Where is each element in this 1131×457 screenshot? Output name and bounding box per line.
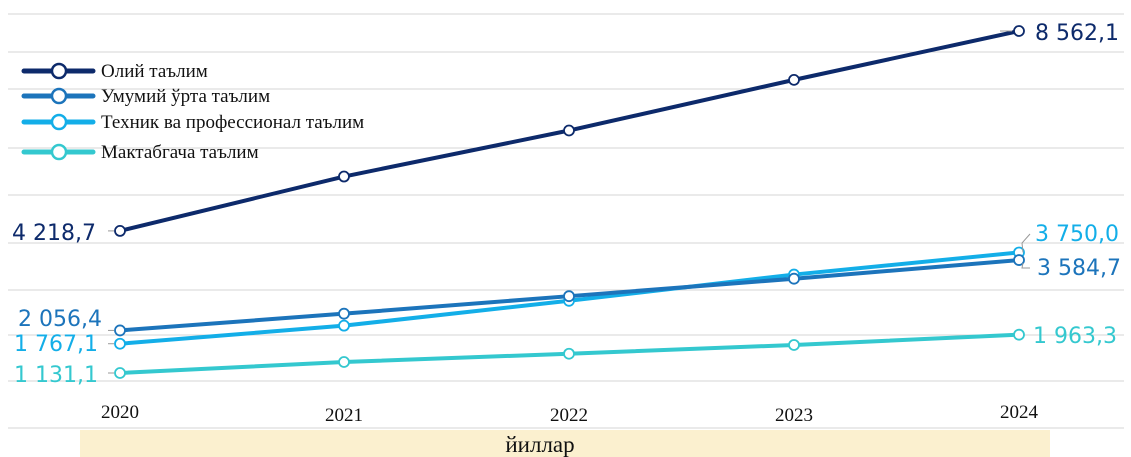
data-label-last: 1 963,3 bbox=[1033, 324, 1117, 349]
x-axis-title: йиллар bbox=[505, 432, 574, 457]
data-point bbox=[1013, 25, 1025, 37]
legend-swatch-marker bbox=[50, 87, 68, 105]
data-point bbox=[114, 324, 126, 337]
legend-label: Мактабгача таълим bbox=[101, 142, 259, 163]
data-point bbox=[788, 272, 800, 285]
legend-swatch-marker bbox=[50, 62, 68, 80]
leader-line bbox=[1021, 262, 1030, 269]
data-point bbox=[338, 356, 350, 368]
x-axis-title-band bbox=[80, 430, 1050, 457]
x-tick-label: 2020 bbox=[101, 402, 139, 423]
data-label-first: 1 767,1 bbox=[14, 332, 98, 357]
data-label-last: 3 584,7 bbox=[1037, 256, 1121, 281]
data-label-last: 8 562,1 bbox=[1035, 21, 1119, 46]
data-point bbox=[338, 307, 350, 320]
data-label-first: 4 218,7 bbox=[12, 221, 96, 246]
data-point bbox=[114, 337, 126, 350]
data-point bbox=[788, 339, 800, 351]
x-axis: йиллар 2020 2021 2022 2023 2024 bbox=[80, 402, 1050, 457]
data-point bbox=[338, 319, 350, 332]
x-tick-label: 2022 bbox=[550, 405, 588, 426]
data-point bbox=[788, 73, 800, 86]
data-point bbox=[114, 224, 126, 237]
data-point bbox=[563, 347, 575, 360]
x-tick-label: 2024 bbox=[1000, 402, 1039, 423]
legend-item: Мактабгача таълим bbox=[21, 142, 259, 163]
legend-swatch-marker bbox=[50, 143, 68, 161]
gridlines bbox=[8, 13, 1124, 429]
legend-item: Техник ва профессионал таълим bbox=[21, 112, 364, 133]
data-point bbox=[1013, 328, 1025, 341]
legend-label: Умумий ўрта таълим bbox=[101, 86, 270, 107]
x-tick-label: 2021 bbox=[325, 405, 363, 426]
data-point bbox=[114, 367, 126, 379]
legend-item: Олий таълим bbox=[21, 61, 208, 82]
legend-label: Техник ва профессионал таълим bbox=[101, 112, 364, 133]
data-labels: 4 218,7 8 562,1 2 056,4 3 584,7 1 767,1 3 750… bbox=[12, 21, 1121, 388]
legend: Олий таълим Умумий ўрта таълим Техник ва п… bbox=[21, 61, 364, 163]
data-label-first: 1 131,1 bbox=[14, 363, 98, 388]
legend-label: Олий таълим bbox=[101, 61, 208, 82]
leader-line bbox=[1021, 233, 1031, 253]
data-label-last: 3 750,0 bbox=[1035, 222, 1119, 247]
label-leader-lines bbox=[108, 30, 1031, 374]
legend-item: Умумий ўрта таълим bbox=[21, 86, 270, 107]
data-label-first: 2 056,4 bbox=[18, 307, 102, 332]
series-points bbox=[114, 25, 1025, 379]
data-point bbox=[1013, 254, 1025, 266]
data-point bbox=[563, 290, 575, 303]
data-point bbox=[563, 124, 575, 137]
legend-swatch-marker bbox=[50, 113, 68, 131]
data-point bbox=[338, 170, 350, 183]
x-tick-label: 2023 bbox=[775, 405, 813, 426]
series-lines bbox=[118, 29, 1021, 375]
